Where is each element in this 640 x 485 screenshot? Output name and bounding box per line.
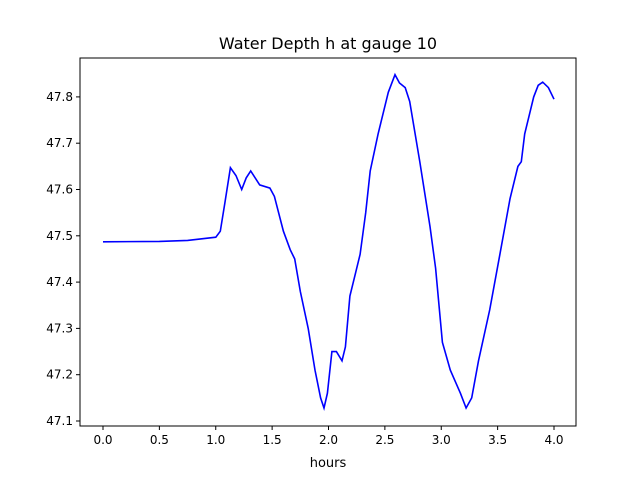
series-line-h bbox=[102, 72, 555, 411]
x-tick-label: 0.0 bbox=[93, 433, 112, 447]
x-tick-label: 3.0 bbox=[432, 433, 451, 447]
y-tick-label: 47.2 bbox=[46, 368, 73, 382]
x-tick-label: 2.0 bbox=[319, 433, 338, 447]
y-tick-label: 47.1 bbox=[46, 414, 73, 428]
y-axis: 47.1 47.2 47.3 47.4 47.5 47.6 47.7 47.8 bbox=[46, 90, 80, 428]
x-tick-label: 4.0 bbox=[544, 433, 563, 447]
y-tick-label: 47.8 bbox=[46, 90, 73, 104]
x-axis: 0.0 0.5 1.0 1.5 2.0 2.5 3.0 3.5 4.0 bbox=[93, 426, 564, 447]
y-tick-label: 47.3 bbox=[46, 321, 73, 335]
x-axis-label: hours bbox=[310, 456, 347, 471]
y-tick-label: 47.4 bbox=[46, 275, 73, 289]
x-tick-label: 1.0 bbox=[206, 433, 225, 447]
y-tick-label: 47.6 bbox=[46, 183, 73, 197]
y-tick-label: 47.5 bbox=[46, 229, 73, 243]
x-tick-label: 0.5 bbox=[150, 433, 169, 447]
x-tick-label: 2.5 bbox=[375, 433, 394, 447]
chart-title: Water Depth h at gauge 10 bbox=[219, 34, 437, 53]
y-tick-label: 47.7 bbox=[46, 136, 73, 150]
x-tick-label: 1.5 bbox=[263, 433, 282, 447]
x-tick-label: 3.5 bbox=[488, 433, 507, 447]
